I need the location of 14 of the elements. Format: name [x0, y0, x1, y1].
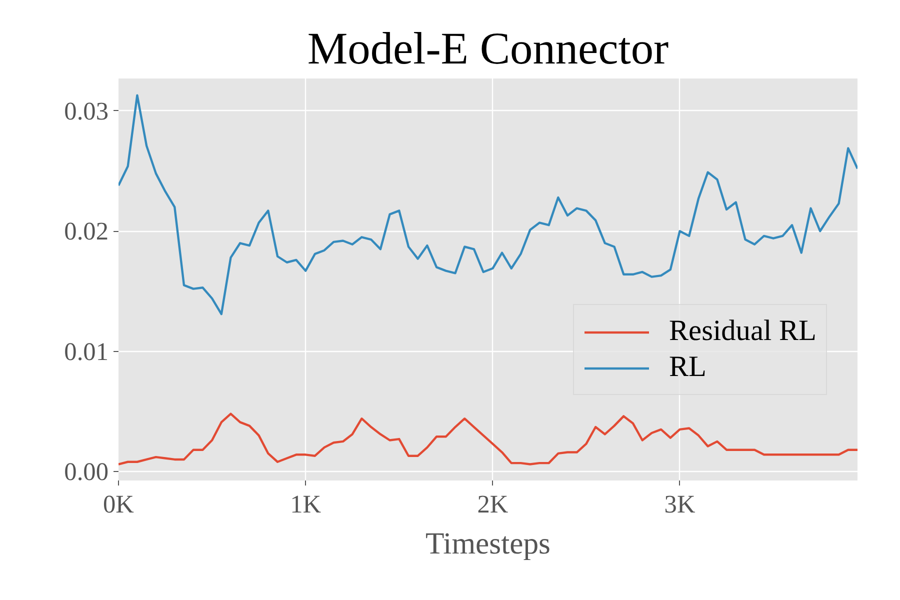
chart-title: Model-E Connector [307, 24, 669, 74]
x-tick-label: 2K [477, 490, 509, 518]
y-tick-label: 0.02 [64, 218, 109, 246]
x-tick-label: 0K [103, 490, 135, 518]
y-tick-label: 0.01 [64, 338, 109, 366]
legend-label: Residual RL [669, 315, 816, 348]
x-tick-label: 1K [290, 490, 322, 518]
x-axis-title: Timesteps [426, 526, 550, 560]
legend-label: RL [669, 351, 706, 384]
line-series [118, 412, 858, 466]
x-tick-label: 3K [664, 490, 696, 518]
line-series [118, 94, 858, 316]
y-tick-label: 0.03 [64, 97, 109, 126]
y-tick-label: 0.00 [64, 458, 109, 486]
